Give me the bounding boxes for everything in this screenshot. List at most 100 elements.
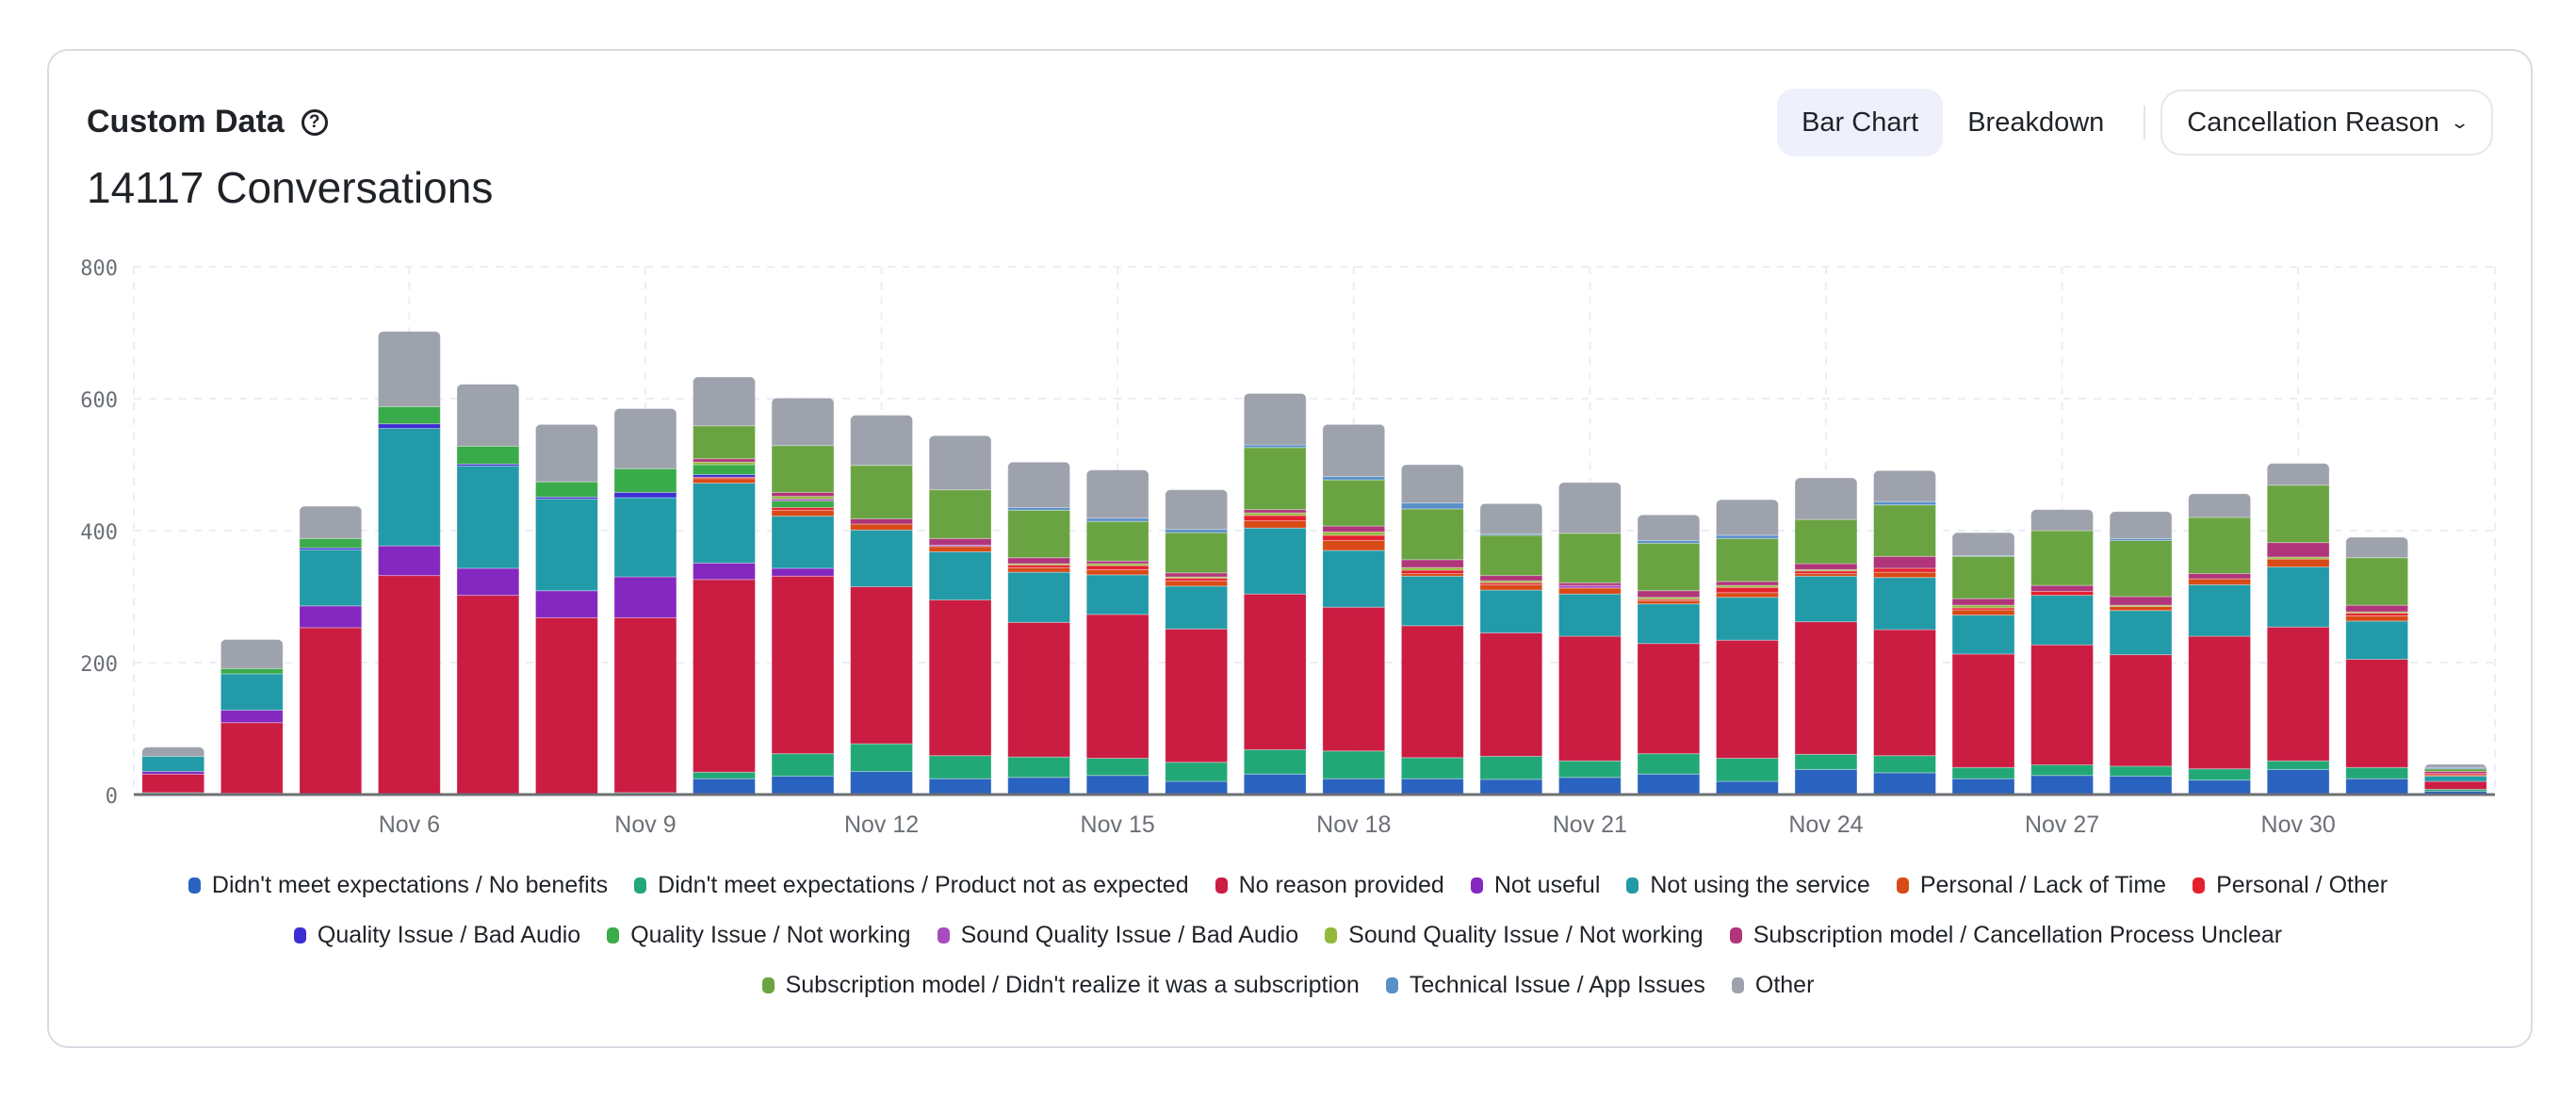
bar-segment[interactable] <box>1007 566 1070 573</box>
legend-item[interactable]: Subscription model / Cancellation Proces… <box>1729 922 2282 949</box>
question-circle-icon[interactable]: ? <box>301 108 328 136</box>
bar-segment[interactable] <box>141 755 204 773</box>
bar-segment[interactable] <box>772 575 835 755</box>
bar-segment[interactable] <box>2267 768 2330 796</box>
bar-segment[interactable] <box>772 753 835 777</box>
bar-segment[interactable] <box>1716 586 1779 594</box>
bar-segment[interactable] <box>2267 484 2330 544</box>
bar-segment[interactable] <box>1322 479 1385 527</box>
bar-segment[interactable] <box>2188 493 2251 518</box>
bar-segment[interactable] <box>299 537 362 549</box>
bar-segment[interactable] <box>378 423 441 430</box>
bar-segment[interactable] <box>693 562 756 581</box>
bar-segment[interactable] <box>2030 644 2094 765</box>
bar-segment[interactable] <box>141 773 204 794</box>
bar-segment[interactable] <box>141 746 204 757</box>
bar-segment[interactable] <box>2110 606 2173 612</box>
bar-segment[interactable] <box>1479 575 1542 582</box>
bar-segment[interactable] <box>1558 777 1622 796</box>
bar-segment[interactable] <box>1952 653 2015 768</box>
bar-segment[interactable] <box>2267 566 2330 628</box>
bar-segment[interactable] <box>1086 517 1149 522</box>
bar-segment[interactable] <box>1322 550 1385 608</box>
bar-segment[interactable] <box>1007 777 1070 796</box>
bar-segment[interactable] <box>1558 760 1622 779</box>
bar-segment[interactable] <box>613 616 677 794</box>
legend-item[interactable]: Other <box>1731 972 1814 999</box>
bar-segment[interactable] <box>613 491 677 499</box>
bar-segment[interactable] <box>1086 775 1149 796</box>
bar-segment[interactable] <box>1244 515 1307 522</box>
bar-segment[interactable] <box>1952 609 2015 616</box>
bar-segment[interactable] <box>613 497 677 578</box>
bar-segment[interactable] <box>2110 596 2173 606</box>
legend-item[interactable]: Sound Quality Issue / Bad Audio <box>937 922 1298 949</box>
bar-segment[interactable] <box>850 465 913 519</box>
bar-segment[interactable] <box>1322 531 1385 536</box>
bar-segment[interactable] <box>2030 530 2094 586</box>
bar-segment[interactable] <box>1479 755 1542 780</box>
bar-segment[interactable] <box>693 483 756 564</box>
bar-segment[interactable] <box>1952 607 2015 611</box>
bar-segment[interactable] <box>1873 772 1936 796</box>
bar-segment[interactable] <box>1558 635 1622 762</box>
bar-segment[interactable] <box>2188 573 2251 580</box>
bar-segment[interactable] <box>929 537 992 546</box>
bar-segment[interactable] <box>2110 775 2173 796</box>
bar-segment[interactable] <box>2267 626 2330 762</box>
bar-segment[interactable] <box>1794 478 1857 520</box>
bar-segment[interactable] <box>1322 606 1385 752</box>
bar-segment[interactable] <box>929 550 992 601</box>
bar-segment[interactable] <box>220 667 284 675</box>
bar-segment[interactable] <box>1637 515 1700 542</box>
bar-segment[interactable] <box>2424 775 2487 782</box>
bar-segment[interactable] <box>2188 517 2251 574</box>
bar-segment[interactable] <box>220 639 284 669</box>
legend-item[interactable]: Not useful <box>1470 872 1600 899</box>
bar-segment[interactable] <box>1716 758 1779 782</box>
bar-segment[interactable] <box>535 616 598 795</box>
bar-segment[interactable] <box>1716 537 1779 582</box>
bar-segment[interactable] <box>2267 542 2330 558</box>
bar-segment[interactable] <box>1086 568 1149 576</box>
bar-segment[interactable] <box>1952 598 2015 606</box>
bar-segment[interactable] <box>1244 509 1307 514</box>
legend-item[interactable]: Didn't meet expectations / No benefits <box>187 872 608 899</box>
bar-segment[interactable] <box>1165 628 1228 763</box>
bar-segment[interactable] <box>1637 542 1700 592</box>
bar-segment[interactable] <box>1165 580 1228 587</box>
bar-segment[interactable] <box>1716 534 1779 539</box>
bar-segment[interactable] <box>2345 766 2408 779</box>
bar-segment[interactable] <box>1873 577 1936 631</box>
tab-breakdown[interactable]: Breakdown <box>1967 107 2105 138</box>
bar-segment[interactable] <box>535 424 598 483</box>
bar-segment[interactable] <box>2345 615 2408 622</box>
bar-segment[interactable] <box>1637 643 1700 755</box>
legend-item[interactable]: Didn't meet expectations / Product not a… <box>634 872 1189 899</box>
bar-segment[interactable] <box>1794 768 1857 796</box>
bar-segment[interactable] <box>772 498 835 502</box>
bar-segment[interactable] <box>2345 537 2408 559</box>
bar-segment[interactable] <box>1479 632 1542 757</box>
bar-segment[interactable] <box>1401 625 1464 759</box>
bar-segment[interactable] <box>2188 779 2251 796</box>
bar-segment[interactable] <box>1007 571 1070 623</box>
bar-segment[interactable] <box>1873 571 1936 579</box>
bar-segment[interactable] <box>693 376 756 427</box>
bar-segment[interactable] <box>378 331 441 407</box>
bar-segment[interactable] <box>850 523 913 531</box>
bar-segment[interactable] <box>693 778 756 796</box>
bar-segment[interactable] <box>220 709 284 724</box>
bar-segment[interactable] <box>850 743 913 772</box>
bar-segment[interactable] <box>378 545 441 577</box>
bar-segment[interactable] <box>1165 585 1228 630</box>
bar-segment[interactable] <box>693 771 756 779</box>
bar-segment[interactable] <box>1716 597 1779 641</box>
bar-segment[interactable] <box>1165 572 1228 578</box>
bar-segment[interactable] <box>2030 775 2094 796</box>
bar-segment[interactable] <box>1637 590 1700 599</box>
bar-segment[interactable] <box>299 506 362 539</box>
bar-segment[interactable] <box>2424 763 2487 768</box>
bar-segment[interactable] <box>2424 780 2487 790</box>
bar-segment[interactable] <box>693 579 756 773</box>
